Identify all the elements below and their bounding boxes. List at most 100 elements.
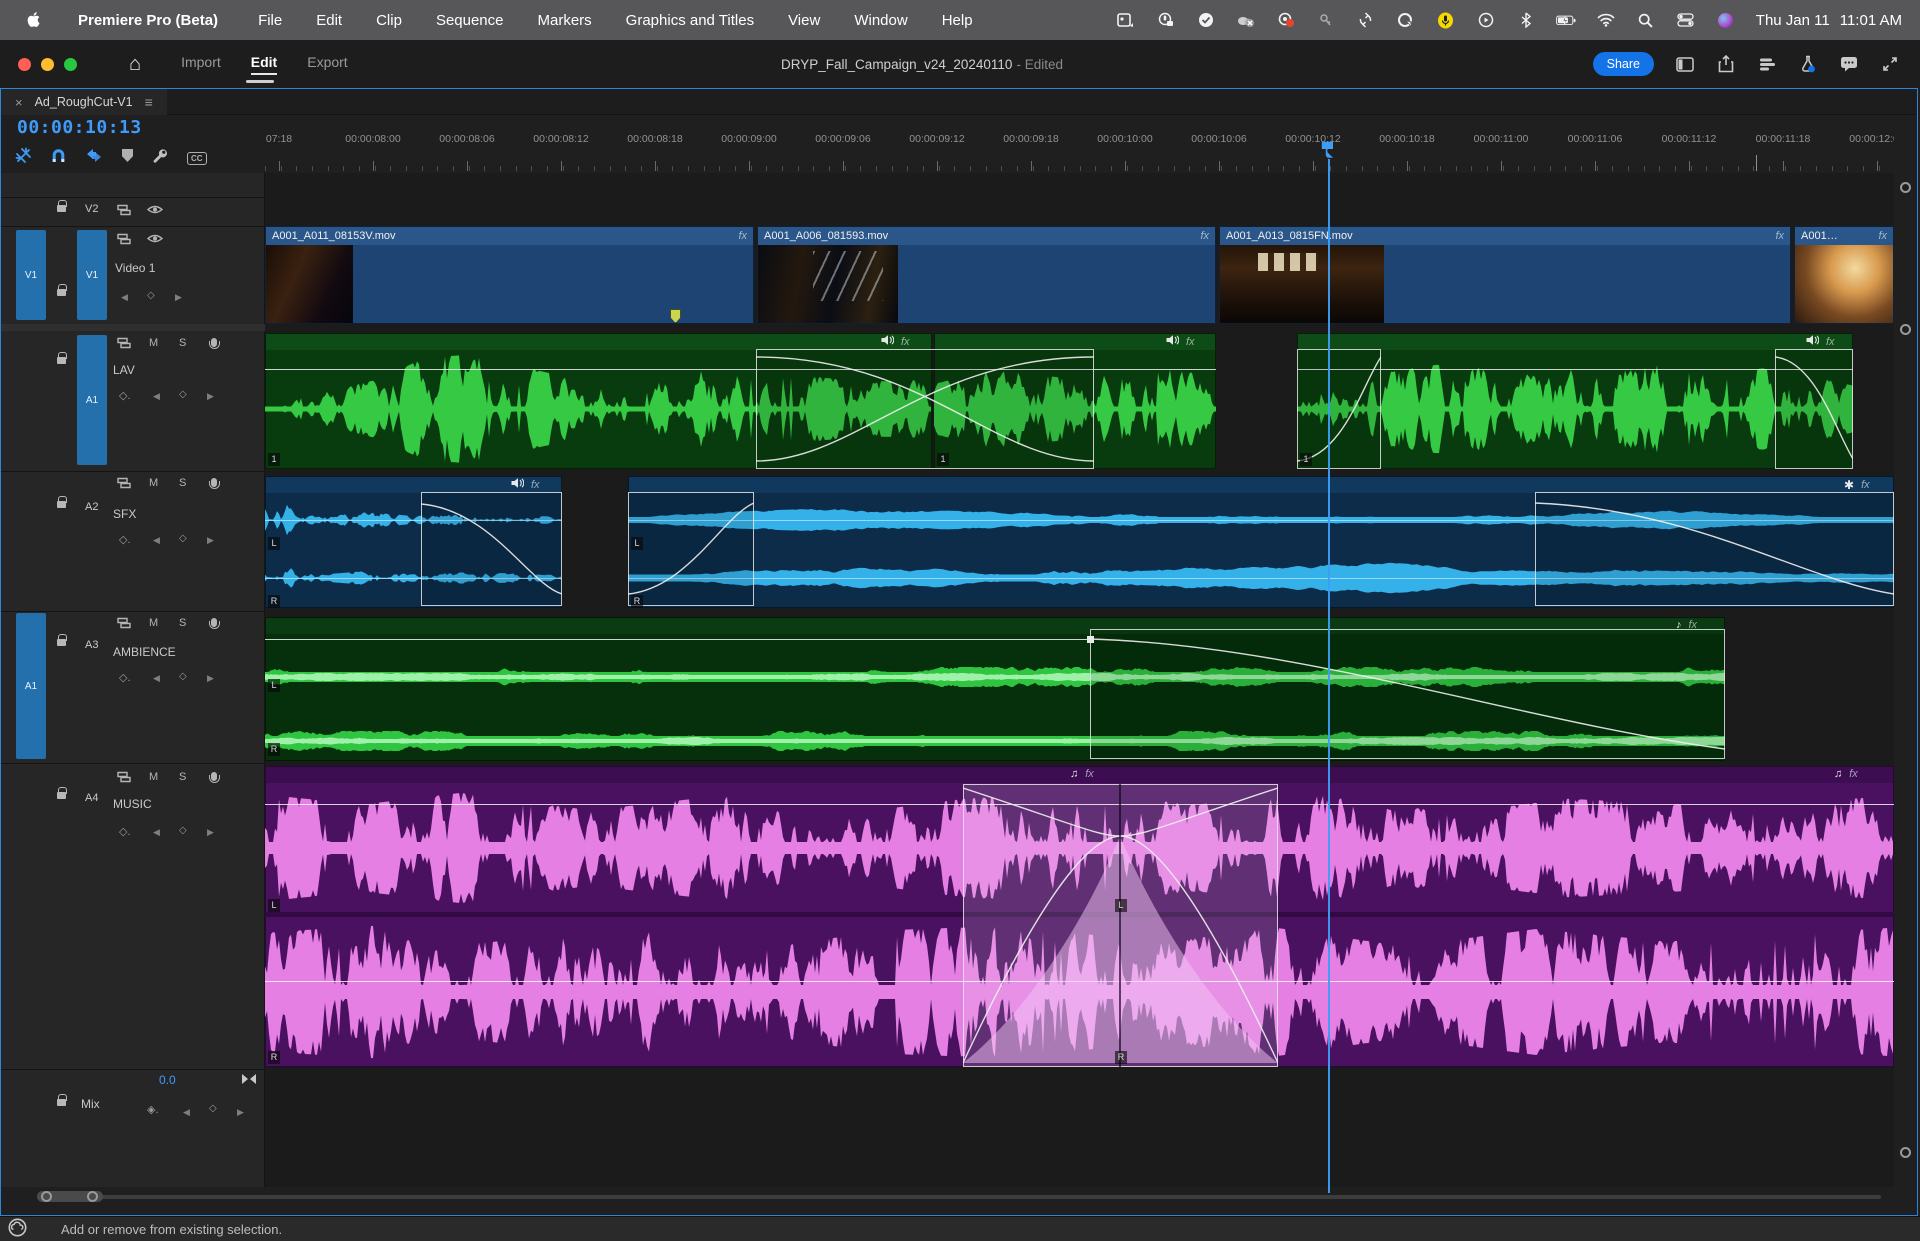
prev-keyframe-icon[interactable]: ◀ xyxy=(153,535,160,545)
fx-badge[interactable]: fx xyxy=(1861,479,1870,491)
add-keyframe-icon[interactable]: ◇ xyxy=(147,290,155,301)
track-visibility-eye-icon[interactable] xyxy=(147,233,163,244)
source-patch-icon[interactable] xyxy=(117,204,131,216)
tab-edit[interactable]: Edit xyxy=(250,54,278,75)
video-clip[interactable]: A001… fx xyxy=(1794,226,1894,324)
mix-keyframe-toggle-icon[interactable]: ◈. xyxy=(147,1104,159,1116)
check-circle-icon[interactable] xyxy=(1196,11,1216,29)
track-a1-name[interactable]: LAV xyxy=(113,363,135,377)
track-lock-icon[interactable] xyxy=(57,1094,67,1106)
keyframe-toggle-icon[interactable]: ◇. xyxy=(119,826,131,838)
wifi-icon[interactable] xyxy=(1596,11,1616,29)
menu-markers[interactable]: Markers xyxy=(537,11,592,29)
track-a2-name[interactable]: SFX xyxy=(113,507,137,521)
fx-badge[interactable]: fx xyxy=(531,478,540,491)
source-a1-block[interactable]: A1 xyxy=(16,613,46,759)
track-a4-label[interactable]: A4 xyxy=(85,792,99,804)
volume-rubber-band[interactable] xyxy=(1297,369,1853,370)
prev-keyframe-icon[interactable]: ◀ xyxy=(153,827,160,837)
lav-crossfade-box[interactable] xyxy=(756,349,1094,469)
fx-badge[interactable]: fx xyxy=(738,230,747,242)
volume-keyframe[interactable] xyxy=(1087,636,1094,643)
target-a1-block[interactable]: A1 xyxy=(77,335,107,465)
timeline-ruler[interactable]: 07:18 00:00:08:00 00:00:08:06 00:00:08:12 00… xyxy=(265,125,1894,173)
track-a4-name[interactable]: MUSIC xyxy=(113,797,152,811)
source-v1-block[interactable]: V1 xyxy=(16,230,46,320)
playhead-line[interactable] xyxy=(1328,159,1330,1193)
comments-icon[interactable] xyxy=(1839,54,1859,74)
menu-help[interactable]: Help xyxy=(941,11,973,29)
play-status-icon[interactable] xyxy=(1476,11,1496,29)
mix-level-value[interactable]: 0.0 xyxy=(159,1073,176,1087)
target-v1-block[interactable]: V1 xyxy=(77,230,107,320)
track-v1-name[interactable]: Video 1 xyxy=(115,261,156,275)
microphone-active-icon[interactable] xyxy=(1436,11,1456,29)
track-record-mic-icon[interactable] xyxy=(208,772,220,783)
next-keyframe-icon[interactable]: ▶ xyxy=(207,673,214,683)
track-record-mic-icon[interactable] xyxy=(208,338,220,349)
volume-rubber-band[interactable] xyxy=(265,804,1894,805)
mute-track-button[interactable]: M xyxy=(149,617,159,629)
solo-track-button[interactable]: S xyxy=(179,337,187,349)
add-keyframe-icon[interactable]: ◇ xyxy=(179,671,187,682)
keyframe-toggle-icon[interactable]: ◇. xyxy=(119,672,131,684)
sfx-fade-out-long-box[interactable] xyxy=(1535,492,1894,606)
next-keyframe-icon[interactable]: ▶ xyxy=(207,827,214,837)
track-visibility-eye-icon[interactable] xyxy=(147,204,163,215)
share-button[interactable]: Share xyxy=(1592,52,1654,76)
menu-graphics-titles[interactable]: Graphics and Titles xyxy=(625,11,755,29)
vertical-scroll-handle[interactable] xyxy=(1900,324,1911,335)
fx-badge[interactable]: fx xyxy=(901,335,910,348)
video-clip[interactable]: A001_A006_081593.mov fx xyxy=(757,226,1216,324)
source-patch-icon[interactable] xyxy=(117,477,131,489)
fx-badge[interactable]: fx xyxy=(1688,619,1698,631)
video-clip[interactable]: A001_A011_08153V.mov fx xyxy=(265,226,754,324)
track-lock-icon[interactable] xyxy=(57,200,67,212)
video-clip[interactable]: A001_A013_0815FN.mov fx xyxy=(1219,226,1791,324)
lav-fade-in-box[interactable] xyxy=(1297,349,1381,469)
clip-marker[interactable] xyxy=(670,309,681,323)
mix-fade-icon[interactable] xyxy=(241,1073,257,1085)
source-patch-icon[interactable] xyxy=(117,337,131,349)
track-record-mic-icon[interactable] xyxy=(208,478,220,489)
cloud-disabled-icon[interactable] xyxy=(1236,11,1256,29)
fx-badge[interactable]: fx xyxy=(1849,768,1858,780)
track-a3-label[interactable]: A3 xyxy=(85,639,99,651)
horizontal-scrollbar-thumb[interactable] xyxy=(37,1191,103,1202)
captions-icon[interactable]: CC xyxy=(187,151,207,165)
key-icon[interactable] xyxy=(1316,11,1336,29)
bluetooth-icon[interactable] xyxy=(1516,11,1536,29)
close-window-button[interactable] xyxy=(18,57,31,71)
linked-selection-icon[interactable] xyxy=(85,148,103,168)
sfx-clip[interactable] xyxy=(628,476,1894,608)
siri-icon[interactable] xyxy=(1716,11,1736,29)
fx-badge[interactable]: fx xyxy=(1878,230,1887,242)
recording-icon[interactable] xyxy=(1276,11,1296,29)
tab-import[interactable]: Import xyxy=(181,53,221,70)
screenshot-app-icon[interactable] xyxy=(1116,11,1136,29)
tab-export[interactable]: Export xyxy=(307,53,348,70)
add-keyframe-icon[interactable]: ◇ xyxy=(179,389,187,400)
keyframe-toggle-icon[interactable]: ◇. xyxy=(119,390,131,402)
creative-cloud-icon[interactable] xyxy=(8,1218,27,1240)
sfx-fade-in-box[interactable] xyxy=(628,492,754,606)
sfx-fade-out-box[interactable] xyxy=(421,492,562,606)
panel-drag-grip[interactable] xyxy=(246,80,274,83)
mix-add-keyframe-icon[interactable]: ◇ xyxy=(209,1103,217,1114)
pointer-utility-icon[interactable] xyxy=(1396,11,1416,29)
apple-icon[interactable] xyxy=(24,11,44,29)
track-mix-name[interactable]: Mix xyxy=(81,1097,100,1111)
sync-icon[interactable] xyxy=(1356,11,1376,29)
lav-fade-out-box[interactable] xyxy=(1775,349,1853,469)
keyframe-toggle-icon[interactable]: ◇. xyxy=(119,534,131,546)
menu-file[interactable]: File xyxy=(258,11,283,29)
fx-badge[interactable]: fx xyxy=(1200,230,1209,242)
zoom-handle-left[interactable] xyxy=(41,1191,52,1202)
menubar-app-name[interactable]: Premiere Pro (Beta) xyxy=(78,11,219,29)
fx-badge[interactable]: fx xyxy=(1186,335,1195,348)
menu-window[interactable]: Window xyxy=(854,11,908,29)
track-lock-icon[interactable] xyxy=(57,496,67,508)
next-keyframe-icon[interactable]: ▶ xyxy=(207,391,214,401)
sfx-clip[interactable] xyxy=(265,476,562,608)
audio-capture-lock-icon[interactable] xyxy=(1156,11,1176,29)
